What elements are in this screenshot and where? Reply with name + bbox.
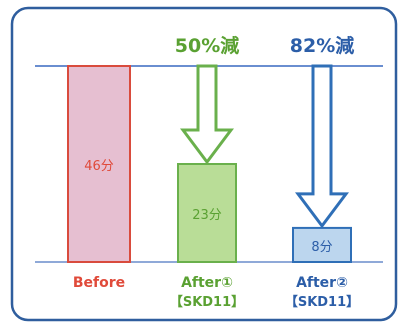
reduction-label-2: 82%減 (290, 34, 354, 57)
x-category-label-3: After② (296, 275, 348, 291)
labels-group: 46分 Before 23分 After① 【SKD11】 8分 After② 【SKD11】… (73, 34, 359, 310)
bar-1 (67, 65, 131, 263)
chart-border (10, 6, 398, 322)
reduction-arrow-2 (295, 64, 349, 229)
x-category-label-2: After① (181, 275, 233, 291)
x-category-label-1: Before (73, 275, 125, 291)
x-category-sublabel-2: 【SKD11】 (170, 294, 244, 310)
bar-value-label-2: 23分 (192, 208, 222, 223)
bar-value-label-1: 46分 (84, 159, 114, 174)
x-category-sublabel-3: 【SKD11】 (285, 294, 359, 310)
bar-3 (292, 226, 352, 263)
reduction-label-1: 50%減 (175, 34, 239, 57)
bars-group (67, 65, 352, 263)
arrows-group (180, 64, 349, 229)
bar-2 (177, 163, 237, 263)
bar-value-label-3: 8分 (311, 240, 332, 255)
reduction-arrow-1 (180, 64, 234, 165)
